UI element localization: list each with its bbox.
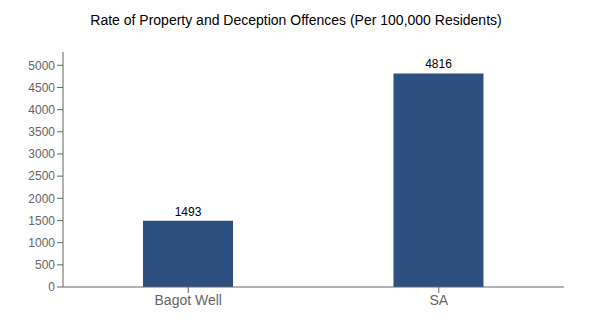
html-text:Rate of Property and Deception: Rate of Property and Deception Offences … (90, 12, 502, 28)
svg-text:0: 0 (48, 280, 55, 294)
svg-text:3500: 3500 (28, 125, 55, 139)
svg-text:4816: 4816 (425, 57, 452, 71)
svg-text:1000: 1000 (28, 236, 55, 250)
svg-text:5000: 5000 (28, 59, 55, 73)
svg-text:500: 500 (35, 258, 55, 272)
svg-text:3000: 3000 (28, 147, 55, 161)
svg-text:SA: SA (429, 292, 448, 308)
svg-text:4000: 4000 (28, 103, 55, 117)
svg-text:4500: 4500 (28, 81, 55, 95)
svg-text:2500: 2500 (28, 169, 55, 183)
svg-text:Bagot Well: Bagot Well (155, 292, 222, 308)
svg-text:1493: 1493 (175, 205, 202, 219)
svg-text:1500: 1500 (28, 214, 55, 228)
svg-text:2000: 2000 (28, 192, 55, 206)
